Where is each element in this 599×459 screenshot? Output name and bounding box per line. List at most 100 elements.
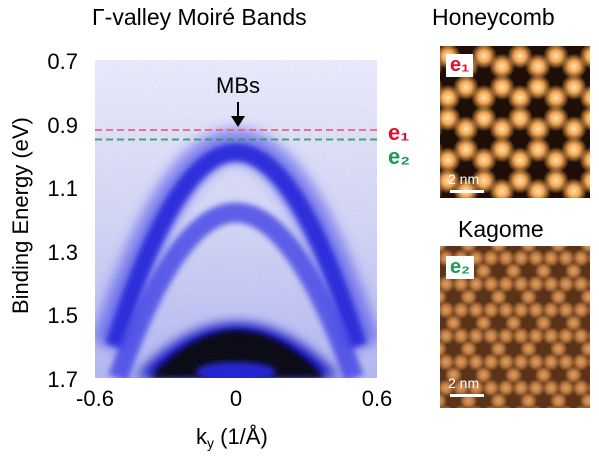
kagome-spot — [469, 404, 483, 408]
kagome-spot — [564, 313, 583, 332]
kagome-spot — [512, 326, 530, 345]
kagome-spot — [542, 326, 560, 345]
kagome-spot — [589, 407, 590, 408]
kagome-spot — [542, 274, 560, 293]
kagome-spot — [527, 249, 545, 267]
kagome-spot — [459, 339, 478, 358]
kagome-spot — [587, 381, 590, 395]
kagome-spot — [542, 378, 560, 397]
kagome-spot — [499, 404, 513, 408]
kagome-spot — [534, 261, 553, 280]
kagome-stm-image: e₂ 2 nm — [440, 246, 590, 408]
kagome-spot — [527, 326, 545, 345]
x-tick-label: 0 — [229, 386, 243, 411]
kagome-spot — [467, 326, 485, 345]
figure-title: Γ-valley Moiré Bands — [92, 4, 307, 30]
kagome-spot — [549, 339, 568, 358]
kagome-spot — [587, 329, 590, 343]
kagome-spot — [459, 287, 478, 306]
honeycomb-e1-badge: e₁ — [446, 54, 474, 77]
kagome-spot — [572, 352, 590, 371]
honeycomb-scale-label: 2 nm — [448, 171, 480, 187]
kagome-spot — [549, 391, 568, 408]
kagome-spot — [514, 404, 528, 408]
kagome-spot — [452, 274, 470, 293]
mbs-arrow-head — [231, 116, 245, 127]
honeycomb-image-svg — [440, 46, 590, 198]
kagome-spot — [484, 404, 498, 408]
kagome-spot — [504, 313, 523, 332]
x-tick-label: -0.6 — [76, 386, 114, 411]
kagome-spot — [557, 300, 575, 319]
honeycomb-spot — [579, 167, 590, 194]
kagome-spot — [482, 352, 500, 371]
mbs-annotation: MBs — [216, 73, 260, 98]
kagome-spot — [489, 391, 508, 408]
kagome-spot — [474, 261, 493, 280]
kagome-spot — [572, 326, 590, 345]
kagome-spot — [519, 287, 538, 306]
kagome-spot — [454, 404, 468, 408]
kagome-spot — [482, 300, 500, 319]
arpes-plot: MBs — [95, 60, 377, 378]
kagome-spot — [482, 326, 500, 345]
kagome-spot — [587, 355, 590, 369]
kagome-spot — [564, 365, 583, 384]
y-tick-label: 1.5 — [47, 303, 78, 329]
kagome-spot — [557, 352, 575, 371]
honeycomb-spot — [579, 84, 590, 111]
kagome-spot — [497, 274, 515, 293]
kagome-spot — [482, 249, 500, 267]
kagome-spot — [444, 313, 463, 332]
kagome-spot — [512, 274, 530, 293]
kagome-spot — [497, 300, 515, 319]
kagome-spot — [542, 352, 560, 371]
kagome-spot — [489, 287, 508, 306]
kagome-spot — [557, 326, 575, 345]
noise-texture — [95, 60, 377, 378]
kagome-spot — [497, 378, 515, 397]
kagome-spot — [559, 404, 573, 408]
annotation-layer: MBs — [216, 73, 260, 127]
kagome-scale-label: 2 nm — [448, 375, 480, 391]
kagome-spot — [542, 249, 560, 267]
kagome-spot — [474, 365, 493, 384]
kagome-spot — [489, 339, 508, 358]
kagome-spot — [527, 378, 545, 397]
kagome-spot — [527, 274, 545, 293]
kagome-spot — [440, 274, 455, 293]
kagome-spot — [512, 300, 530, 319]
kagome-spot — [452, 326, 470, 345]
honeycomb-spot — [579, 147, 590, 173]
kagome-spot — [527, 352, 545, 371]
kagome-spot — [440, 326, 455, 345]
kagome-spot — [544, 404, 558, 408]
kagome-spot — [519, 339, 538, 358]
e1-line-label: e₁ — [388, 120, 410, 145]
kagome-spot — [587, 277, 590, 291]
kagome-spot — [534, 365, 553, 384]
kagome-spot — [440, 392, 448, 408]
x-axis-label-k: k — [196, 424, 207, 449]
x-axis-label: ky (1/Å) — [196, 424, 268, 451]
kagome-spot — [557, 274, 575, 293]
kagome-title: Kagome — [458, 216, 544, 242]
kagome-spot — [572, 300, 590, 319]
kagome-image-svg — [440, 246, 590, 408]
y-tick-label: 1.7 — [47, 367, 78, 392]
kagome-spot — [572, 378, 590, 397]
x-tick-label: 0.6 — [361, 386, 393, 411]
kagome-scale-bar — [450, 394, 484, 397]
kagome-spot — [512, 352, 530, 371]
kagome-spot — [452, 352, 470, 371]
kagome-spot — [542, 300, 560, 319]
kagome-spot — [497, 352, 515, 371]
e2-line-label: e₂ — [388, 144, 411, 169]
kagome-spot — [482, 378, 500, 397]
kagome-spot — [587, 251, 590, 265]
x-axis-label-unit: (1/Å) — [214, 424, 268, 449]
kagome-spot — [572, 249, 590, 267]
kagome-spot — [444, 365, 463, 384]
kagome-spot — [452, 378, 470, 397]
kagome-spot — [534, 313, 553, 332]
